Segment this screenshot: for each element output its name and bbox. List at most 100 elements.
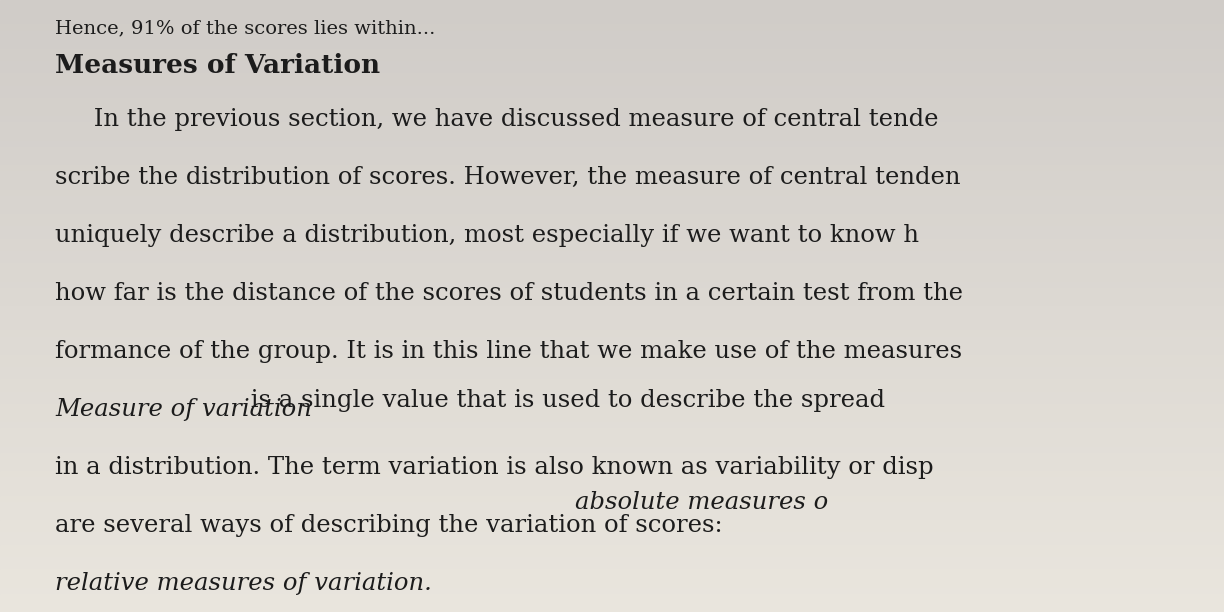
Bar <box>0 410 1224 416</box>
Bar <box>0 153 1224 159</box>
Bar <box>0 214 1224 220</box>
Bar <box>0 502 1224 508</box>
Bar <box>0 275 1224 282</box>
Bar <box>0 306 1224 312</box>
Bar <box>0 6 1224 12</box>
Text: Measures of Variation: Measures of Variation <box>55 53 381 78</box>
Bar <box>0 288 1224 294</box>
Bar <box>0 37 1224 43</box>
Bar <box>0 43 1224 49</box>
Bar <box>0 594 1224 600</box>
Bar <box>0 606 1224 612</box>
Bar <box>0 539 1224 545</box>
Bar <box>0 312 1224 318</box>
Bar <box>0 24 1224 31</box>
Bar <box>0 190 1224 196</box>
Bar <box>0 447 1224 453</box>
Bar <box>0 251 1224 257</box>
Bar <box>0 0 1224 6</box>
Bar <box>0 282 1224 288</box>
Text: absolute measures o: absolute measures o <box>575 491 829 514</box>
Bar <box>0 233 1224 239</box>
Bar <box>0 55 1224 61</box>
Text: relative measures of variation.: relative measures of variation. <box>55 572 432 595</box>
Text: is a single value that is used to describe the spread: is a single value that is used to descri… <box>242 389 885 412</box>
Bar <box>0 441 1224 447</box>
Bar <box>0 416 1224 422</box>
Bar <box>0 581 1224 588</box>
Bar <box>0 496 1224 502</box>
Bar <box>0 514 1224 520</box>
Bar <box>0 165 1224 171</box>
Bar <box>0 428 1224 435</box>
Bar <box>0 398 1224 404</box>
Bar <box>0 12 1224 18</box>
Bar <box>0 202 1224 208</box>
Text: how far is the distance of the scores of students in a certain test from the: how far is the distance of the scores of… <box>55 282 963 305</box>
Bar <box>0 116 1224 122</box>
Bar <box>0 355 1224 361</box>
Bar <box>0 532 1224 539</box>
Bar <box>0 392 1224 398</box>
Bar <box>0 545 1224 551</box>
Bar <box>0 453 1224 459</box>
Bar <box>0 31 1224 37</box>
Bar <box>0 337 1224 343</box>
Text: in a distribution. The term variation is also known as variability or disp: in a distribution. The term variation is… <box>55 455 934 479</box>
Bar <box>0 588 1224 594</box>
Bar <box>0 263 1224 269</box>
Text: Hence, 91% of the scores lies within...: Hence, 91% of the scores lies within... <box>55 20 436 37</box>
Bar <box>0 343 1224 349</box>
Text: In the previous section, we have discussed measure of central tende: In the previous section, we have discuss… <box>55 108 939 130</box>
Text: Measure of variation: Measure of variation <box>55 398 312 420</box>
Bar <box>0 226 1224 233</box>
Bar <box>0 239 1224 245</box>
Bar <box>0 80 1224 86</box>
Bar <box>0 551 1224 557</box>
Bar <box>0 196 1224 202</box>
Bar <box>0 404 1224 410</box>
Bar <box>0 435 1224 441</box>
Bar <box>0 49 1224 55</box>
Bar <box>0 459 1224 465</box>
Bar <box>0 563 1224 569</box>
Bar <box>0 141 1224 147</box>
Bar <box>0 220 1224 226</box>
Bar <box>0 129 1224 135</box>
Bar <box>0 557 1224 563</box>
Bar <box>0 477 1224 483</box>
Bar <box>0 471 1224 477</box>
Bar <box>0 67 1224 73</box>
Text: formance of the group. It is in this line that we make use of the measures: formance of the group. It is in this lin… <box>55 340 962 362</box>
Bar <box>0 379 1224 386</box>
Bar <box>0 208 1224 214</box>
Bar <box>0 490 1224 496</box>
Bar <box>0 73 1224 80</box>
Bar <box>0 324 1224 330</box>
Bar <box>0 300 1224 306</box>
Bar <box>0 373 1224 379</box>
Bar <box>0 171 1224 177</box>
Bar <box>0 122 1224 129</box>
Bar <box>0 526 1224 532</box>
Bar <box>0 520 1224 526</box>
Bar <box>0 575 1224 581</box>
Bar <box>0 184 1224 190</box>
Bar <box>0 361 1224 367</box>
Bar <box>0 104 1224 110</box>
Bar <box>0 257 1224 263</box>
Bar <box>0 110 1224 116</box>
Bar <box>0 465 1224 471</box>
Bar <box>0 92 1224 98</box>
Bar <box>0 294 1224 300</box>
Bar <box>0 330 1224 337</box>
Bar <box>0 177 1224 184</box>
Bar <box>0 318 1224 324</box>
Bar <box>0 98 1224 104</box>
Bar <box>0 600 1224 606</box>
Bar <box>0 422 1224 428</box>
Bar <box>0 483 1224 490</box>
Bar <box>0 135 1224 141</box>
Bar <box>0 245 1224 251</box>
Text: scribe the distribution of scores. However, the measure of central tenden: scribe the distribution of scores. Howev… <box>55 166 961 188</box>
